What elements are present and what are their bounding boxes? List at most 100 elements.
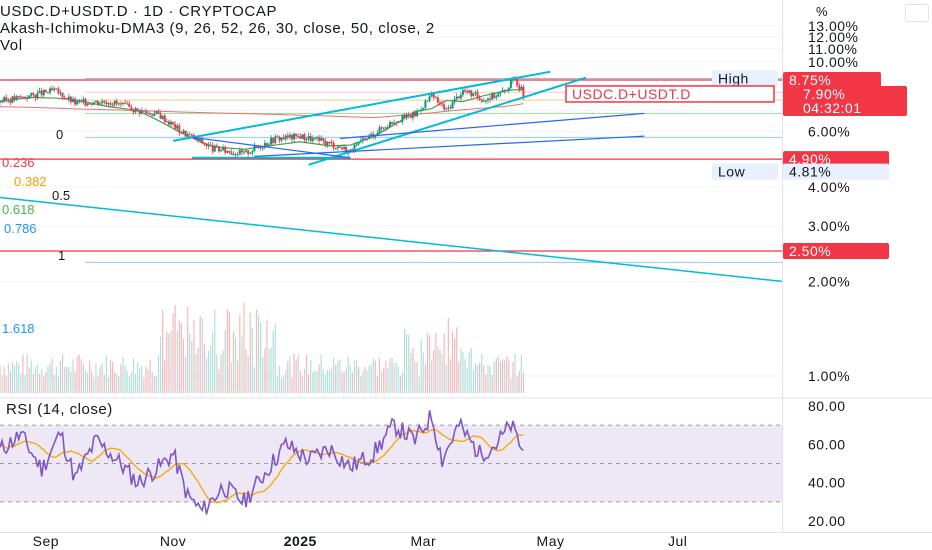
volume-bar [184, 356, 187, 393]
volume-bar [251, 328, 253, 393]
candle-body [251, 151, 254, 153]
volume-bar [395, 362, 397, 393]
volume-bar [22, 354, 24, 393]
volume-bar [134, 373, 137, 393]
candle-body [51, 88, 54, 91]
volume-bar [0, 365, 1, 393]
candle-body [226, 151, 229, 153]
low-label: Low [712, 163, 778, 180]
blue-support-trend [254, 135, 645, 157]
volume-bar [358, 366, 360, 393]
trend-lines [0, 70, 783, 283]
volume-bar [343, 371, 345, 393]
volume-bar [43, 376, 45, 393]
volume-bar [207, 350, 210, 393]
rsi-tick-label: 60.00 [808, 436, 846, 452]
volume-bar [489, 365, 491, 393]
low-label-bg [712, 163, 778, 180]
volume-bar [412, 347, 414, 393]
level-250-badge: 2.50% [783, 242, 889, 259]
volume-bar [351, 372, 354, 393]
ma-line-green [0, 89, 524, 150]
candle-body [388, 122, 391, 128]
volume-bar [283, 375, 285, 393]
volume-bar [287, 361, 289, 393]
long-downtrend-line [0, 196, 783, 283]
candle-body [247, 150, 250, 154]
candle-body [288, 134, 291, 138]
volume-bar [472, 369, 474, 393]
candle-body [255, 145, 258, 148]
channel-lower-line [308, 76, 587, 166]
candle-body [409, 115, 412, 118]
volume-bar [320, 354, 322, 393]
volume-bar [241, 335, 243, 393]
volume-bar [483, 365, 485, 393]
candle-body [165, 121, 168, 123]
volume-bar [456, 327, 458, 393]
volume-bar [297, 355, 299, 393]
candle-body [213, 145, 216, 152]
volume-bar [137, 362, 139, 393]
volume-bar [47, 366, 49, 393]
volume-bar [130, 372, 132, 393]
candle-body [136, 108, 139, 110]
candle-body [401, 114, 404, 122]
candle-body [222, 146, 225, 150]
volume-bar [166, 331, 168, 393]
candle-body [122, 102, 125, 104]
candle-body [501, 90, 504, 92]
candle-body [315, 137, 318, 139]
percent-symbol: % [816, 4, 828, 19]
candle-body [361, 138, 364, 141]
candle-body [228, 151, 231, 153]
volume-bar [324, 374, 326, 393]
volume-bar [289, 356, 291, 393]
volume-bar [435, 332, 437, 393]
symbol-title: USDC.D+USDT.D · 1D · CRYPTOCAP [0, 3, 278, 20]
volume-bar [301, 376, 303, 393]
candle-body [245, 150, 248, 152]
volume-bar [86, 372, 89, 393]
candle-body [220, 149, 223, 152]
candle-body [293, 133, 296, 140]
volume-bar [295, 359, 297, 393]
candle-body [26, 98, 29, 100]
candle-body [63, 97, 66, 99]
candle-body [153, 113, 156, 116]
candle-body [253, 145, 256, 152]
volume-bar [414, 361, 416, 393]
volume-bar [437, 346, 439, 393]
candle-body [74, 98, 77, 105]
candle-body [413, 112, 416, 117]
candle-body [270, 137, 273, 145]
volume-bar [16, 361, 18, 393]
candle-body [119, 103, 122, 105]
fib-label: 0.786 [4, 221, 37, 236]
candle-body [230, 152, 233, 155]
candle-body [493, 93, 496, 98]
candle-body [184, 130, 187, 137]
volume-bar [237, 360, 239, 393]
volume-bar [378, 358, 381, 393]
volume-bar [389, 358, 391, 393]
volume-bar [326, 369, 328, 393]
volume-bar [443, 333, 445, 393]
price-tick-label: 1.00% [808, 368, 850, 384]
candle-body [69, 96, 72, 103]
volume-bar [189, 333, 191, 393]
last-price-countdown: 04:32:01 [803, 100, 862, 116]
candle-body [355, 144, 358, 146]
axis-settings-box[interactable] [905, 4, 929, 22]
volume-bar [32, 373, 34, 393]
candle-body [111, 104, 114, 106]
candle-body [215, 145, 218, 147]
volume-bar [341, 371, 343, 393]
volume-bar [24, 374, 26, 393]
volume-bar [232, 331, 235, 393]
candle-body [520, 86, 523, 90]
volume-bar [249, 312, 251, 393]
blue-mid-trend [339, 112, 645, 140]
volume-bar [393, 363, 395, 393]
